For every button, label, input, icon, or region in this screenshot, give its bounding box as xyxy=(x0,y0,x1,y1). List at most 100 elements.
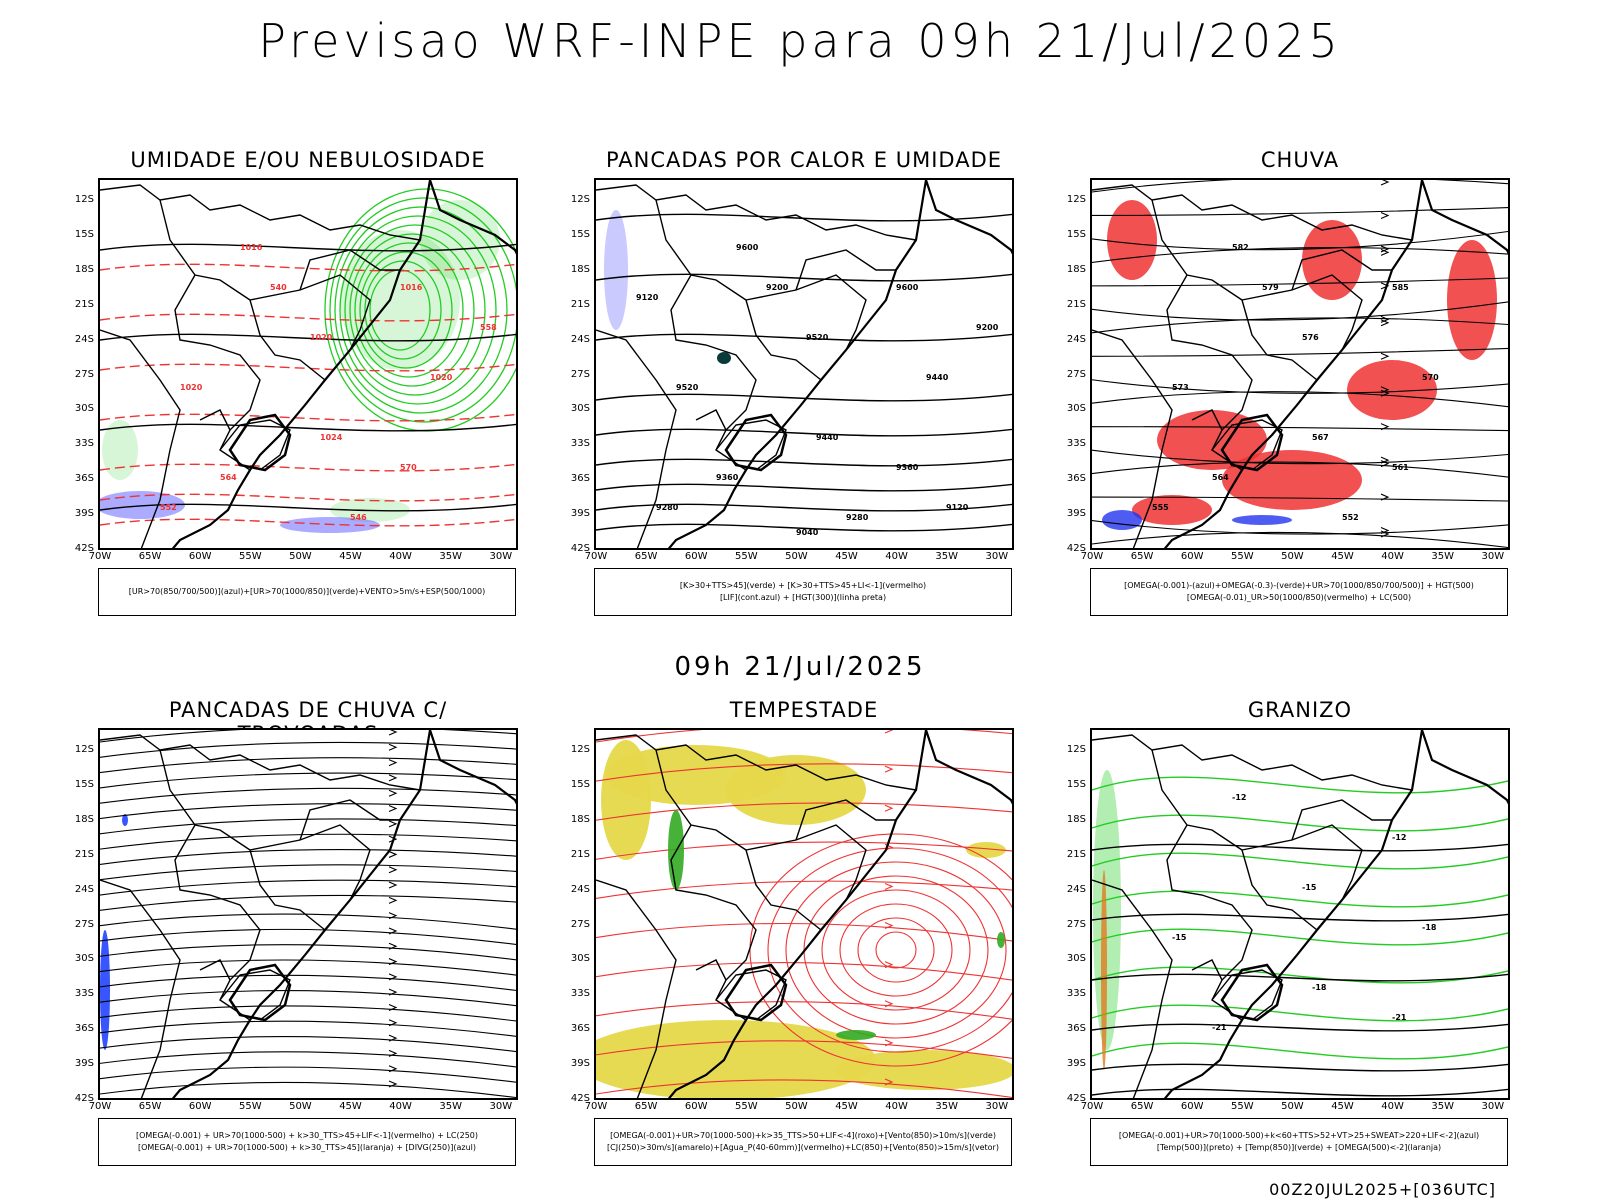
latitude-label: 39S xyxy=(570,1058,590,1070)
longitude-label: 30W xyxy=(985,551,1009,562)
latitude-label: 12S xyxy=(570,744,590,755)
blue-divergence-areas xyxy=(100,814,128,1050)
lc250-streamlines xyxy=(100,730,516,1098)
umidade-contour-label: 1016 xyxy=(240,243,263,252)
chuva-contour-label: 582 xyxy=(1232,243,1249,252)
chuva-contour-label: 573 xyxy=(1172,383,1189,392)
longitude-label: 35W xyxy=(935,1101,958,1112)
green-dense-area xyxy=(1093,770,1121,1050)
latitude-label: 12S xyxy=(74,194,94,205)
blue-lif-contours xyxy=(604,210,628,330)
longitude-label: 65W xyxy=(634,1101,658,1112)
legend-line: [LIF](cont.azul) + [HGT(300)](linha pret… xyxy=(719,593,887,602)
latitude-label: 39S xyxy=(570,508,590,520)
pancadas_calor-contour-label: 9360 xyxy=(896,463,919,472)
black-pressure-contours xyxy=(100,243,516,512)
pancadas_calor-boundaries xyxy=(596,180,1012,548)
granizo-contour-label: -18 xyxy=(1312,983,1327,992)
temp500-contours xyxy=(1092,843,1508,1097)
latitude-label: 30S xyxy=(1066,403,1086,415)
latitude-label: 33S xyxy=(1066,438,1086,450)
longitude-label: 30W xyxy=(489,1101,513,1112)
legend-umidade: [UR>70(850/700/500)](azul)+[UR>70(1000/8… xyxy=(98,568,516,616)
latitude-label: 15S xyxy=(570,778,590,790)
map-granizo: -12 -12 -15 -15 -18 -18 -21 -21 xyxy=(1090,728,1510,1100)
longitude-label: 70W xyxy=(584,551,608,562)
map-pancadas_calor: 9600 9600 9520 9520 9440 9440 9360 9360 9280 9280… xyxy=(594,178,1014,550)
umidade-contour-label: 564 xyxy=(220,473,237,482)
latitude-label: 15S xyxy=(1066,228,1086,240)
latitude-label: 27S xyxy=(1066,918,1086,930)
longitude-label: 55W xyxy=(238,551,262,562)
latitude-label: 36S xyxy=(74,1023,94,1035)
latitude-label: 18S xyxy=(1066,263,1086,275)
longitude-label: 65W xyxy=(138,1101,162,1112)
panel-title-pancadas_calor: PANCADAS POR CALOR E UMIDADE xyxy=(605,148,1003,172)
longitude-label: 40W xyxy=(1381,551,1404,562)
pancadas_calor-contour-label: 9600 xyxy=(736,243,759,252)
latitude-label: 21S xyxy=(1066,848,1086,860)
map-chuva: 582 585 576 573 570 567 564 561 555 552 579 xyxy=(1090,178,1510,550)
map-canvas-trovoadas xyxy=(100,730,516,1098)
latitude-label: 33S xyxy=(74,438,94,450)
longitude-label: 55W xyxy=(734,1101,758,1112)
latitude-label: 39S xyxy=(74,1058,94,1070)
red-thickness-contours xyxy=(100,263,516,527)
longitude-label: 65W xyxy=(634,551,658,562)
latitude-label: 27S xyxy=(570,918,590,930)
latitude-label: 33S xyxy=(570,988,590,1000)
longitude-label: 50W xyxy=(785,1101,808,1112)
latitude-label: 21S xyxy=(74,298,94,310)
page-title: Previsao WRF-INPE para 09h 21/Jul/2025 xyxy=(258,14,1342,68)
legend-line: [UR>70(850/700/500)](azul)+[UR>70(1000/8… xyxy=(128,587,486,596)
chuva-contour-label: 552 xyxy=(1342,513,1359,522)
latitude-label: 30S xyxy=(74,953,94,965)
latitude-label: 27S xyxy=(570,368,590,380)
longitude-label: 40W xyxy=(885,551,908,562)
pancadas_calor-contour-label: 9040 xyxy=(796,528,819,537)
latitude-label: 42S xyxy=(1066,1093,1086,1104)
chuva-contour-label: 564 xyxy=(1212,473,1229,482)
pancadas_calor-contour-label: 9280 xyxy=(846,513,869,522)
longitude-label: 40W xyxy=(885,1101,908,1112)
dark-spot xyxy=(717,352,731,364)
latitude-label: 33S xyxy=(570,438,590,450)
latitude-label: 33S xyxy=(74,988,94,1000)
chuva-contour-label: 555 xyxy=(1152,503,1169,512)
longitude-label: 60W xyxy=(1180,551,1204,562)
pancadas_calor-contour-label: 9280 xyxy=(656,503,679,512)
pancadas_calor-contour-label: 9360 xyxy=(716,473,739,482)
legend-line: [OMEGA(-0.01)_UR>50(1000/850)(vermelho) … xyxy=(1186,593,1412,602)
latitude-label: 24S xyxy=(1066,333,1086,345)
latitude-label: 27S xyxy=(74,368,94,380)
latitude-label: 18S xyxy=(1066,813,1086,825)
chuva-contour-label: 579 xyxy=(1262,283,1279,292)
chuva-boundaries xyxy=(1092,180,1508,548)
latitude-label: 27S xyxy=(1066,368,1086,380)
longitude-label: 70W xyxy=(88,551,112,562)
longitude-label: 70W xyxy=(1080,551,1104,562)
longitude-label: 30W xyxy=(985,1101,1009,1112)
panel-title-umidade: UMIDADE E/OU NEBULOSIDADE xyxy=(130,148,486,172)
panel-title-tempestade: TEMPESTADE xyxy=(729,698,879,722)
legend-line: [OMEGA(-0.001)+UR>70(1000-500)+k<60+TTS>… xyxy=(1118,1131,1480,1140)
longitude-label: 70W xyxy=(1080,1101,1104,1112)
umidade-contour-label: 1020 xyxy=(180,383,203,392)
latitude-label: 39S xyxy=(74,508,94,520)
umidade-contour-label: 1020 xyxy=(310,333,333,342)
longitude-label: 35W xyxy=(1431,551,1454,562)
longitude-label: 65W xyxy=(1130,1101,1154,1112)
map-umidade: 1016 1016 1020 1020 1020 1024 564 570 552 546 540 5… xyxy=(98,178,518,550)
red-rain-areas xyxy=(1107,200,1497,525)
latitude-label: 42S xyxy=(570,543,590,554)
longitude-label: 50W xyxy=(785,551,808,562)
legend-line: [OMEGA(-0.001) + UR>70(1000-500) + k>30_… xyxy=(135,1131,479,1140)
umidade-contour-label: 558 xyxy=(480,323,497,332)
pancadas_calor-contour-label: 9520 xyxy=(806,333,829,342)
chuva-contour-label: 567 xyxy=(1312,433,1329,442)
latitude-label: 24S xyxy=(1066,883,1086,895)
longitude-label: 60W xyxy=(684,1101,708,1112)
pancadas_calor-contour-label: 9120 xyxy=(946,503,969,512)
latitude-label: 21S xyxy=(74,848,94,860)
tempestade-boundaries xyxy=(596,730,1012,1098)
